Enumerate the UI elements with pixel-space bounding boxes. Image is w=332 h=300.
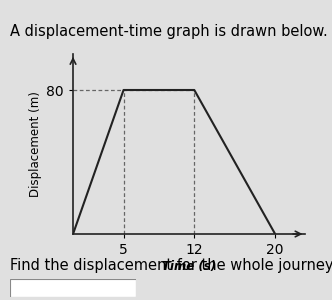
Y-axis label: Displacement (m): Displacement (m) xyxy=(29,91,42,197)
X-axis label: Time (s): Time (s) xyxy=(162,260,216,273)
Text: Find the displacement for the whole journey.: Find the displacement for the whole jour… xyxy=(10,258,332,273)
Text: A displacement-time graph is drawn below.: A displacement-time graph is drawn below… xyxy=(10,24,328,39)
